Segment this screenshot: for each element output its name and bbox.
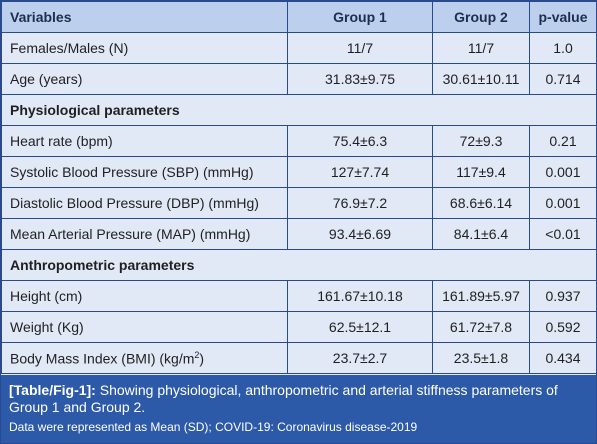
- table-row: Systolic Blood Pressure (SBP) (mmHg) 127…: [1, 156, 597, 188]
- group-2-value: 61.72±7.8: [432, 311, 530, 343]
- group-2-value: 161.89±5.97: [432, 280, 530, 312]
- row-label: Systolic Blood Pressure (SBP) (mmHg): [1, 156, 288, 188]
- header-group-2: Group 2: [432, 1, 530, 33]
- table-row: Females/Males (N) 11/7 11/7 1.0: [1, 32, 597, 64]
- p-value: 0.001: [529, 187, 597, 219]
- table-header-row: Variables Group 1 Group 2 p-value: [1, 1, 597, 33]
- group-1-value: 93.4±6.69: [287, 218, 433, 250]
- p-value: 1.0: [529, 32, 597, 64]
- group-1-value: 127±7.74: [287, 156, 433, 188]
- table-row: Age (years) 31.83±9.75 30.61±10.11 0.714: [1, 63, 597, 95]
- section-heading: Physiological parameters: [1, 94, 597, 126]
- row-label-text: Body Mass Index (BMI) (kg/m: [10, 350, 195, 367]
- table-row: Mean Arterial Pressure (MAP) (mmHg) 93.4…: [1, 218, 597, 250]
- section-row-anthropometric: Anthropometric parameters: [1, 249, 597, 281]
- table-row: Height (cm) 161.67±10.18 161.89±5.97 0.9…: [1, 280, 597, 312]
- p-value: 0.001: [529, 156, 597, 188]
- p-value: <0.01: [529, 218, 597, 250]
- p-value: 0.434: [529, 342, 597, 374]
- group-1-value: 75.4±6.3: [287, 125, 433, 157]
- row-label: Mean Arterial Pressure (MAP) (mmHg): [1, 218, 288, 250]
- caption-body: Showing physiological, anthropometric an…: [9, 382, 558, 415]
- group-2-value: 68.6±6.14: [432, 187, 530, 219]
- caption-tag: [Table/Fig-1]:: [9, 382, 96, 398]
- group-1-value: 161.67±10.18: [287, 280, 433, 312]
- superscript: 2: [194, 349, 200, 360]
- header-group-1: Group 1: [287, 1, 433, 33]
- header-variables: Variables: [1, 1, 288, 33]
- table-row: Weight (Kg) 62.5±12.1 61.72±7.8 0.592: [1, 311, 597, 343]
- row-label: Weight (Kg): [1, 311, 288, 343]
- group-1-value: 31.83±9.75: [287, 63, 433, 95]
- row-label: Diastolic Blood Pressure (DBP) (mmHg): [1, 187, 288, 219]
- table-row: Diastolic Blood Pressure (DBP) (mmHg) 76…: [1, 187, 597, 219]
- p-value: 0.714: [529, 63, 597, 95]
- group-2-value: 72±9.3: [432, 125, 530, 157]
- row-label-end: ): [199, 350, 205, 367]
- figure-caption: [Table/Fig-1]: Showing physiological, an…: [1, 375, 596, 443]
- row-label: Height (cm): [1, 280, 288, 312]
- section-row-physiological: Physiological parameters: [1, 94, 597, 126]
- p-value: 0.592: [529, 311, 597, 343]
- row-label: Females/Males (N): [1, 32, 288, 64]
- p-value: 0.21: [529, 125, 597, 157]
- p-value: 0.937: [529, 280, 597, 312]
- table-row: Body Mass Index (BMI) (kg/m2) 23.7±2.7 2…: [1, 342, 597, 374]
- caption-text: [Table/Fig-1]: Showing physiological, an…: [9, 382, 588, 416]
- group-1-value: 62.5±12.1: [287, 311, 433, 343]
- group-1-value: 23.7±2.7: [287, 342, 433, 374]
- header-p-value: p-value: [529, 1, 597, 33]
- row-label: Age (years): [1, 63, 288, 95]
- group-1-value: 76.9±7.2: [287, 187, 433, 219]
- group-1-value: 11/7: [287, 32, 433, 64]
- section-heading: Anthropometric parameters: [1, 249, 597, 281]
- group-2-value: 84.1±6.4: [432, 218, 530, 250]
- caption-note: Data were represented as Mean (SD); COVI…: [9, 420, 418, 434]
- group-2-value: 117±9.4: [432, 156, 530, 188]
- group-2-value: 23.5±1.8: [432, 342, 530, 374]
- row-label: Body Mass Index (BMI) (kg/m2): [1, 342, 288, 374]
- group-2-value: 11/7: [432, 32, 530, 64]
- row-label: Heart rate (bpm): [1, 125, 288, 157]
- data-table: Variables Group 1 Group 2 p-value Female…: [1, 1, 597, 374]
- group-2-value: 30.61±10.11: [432, 63, 530, 95]
- table-row: Heart rate (bpm) 75.4±6.3 72±9.3 0.21: [1, 125, 597, 157]
